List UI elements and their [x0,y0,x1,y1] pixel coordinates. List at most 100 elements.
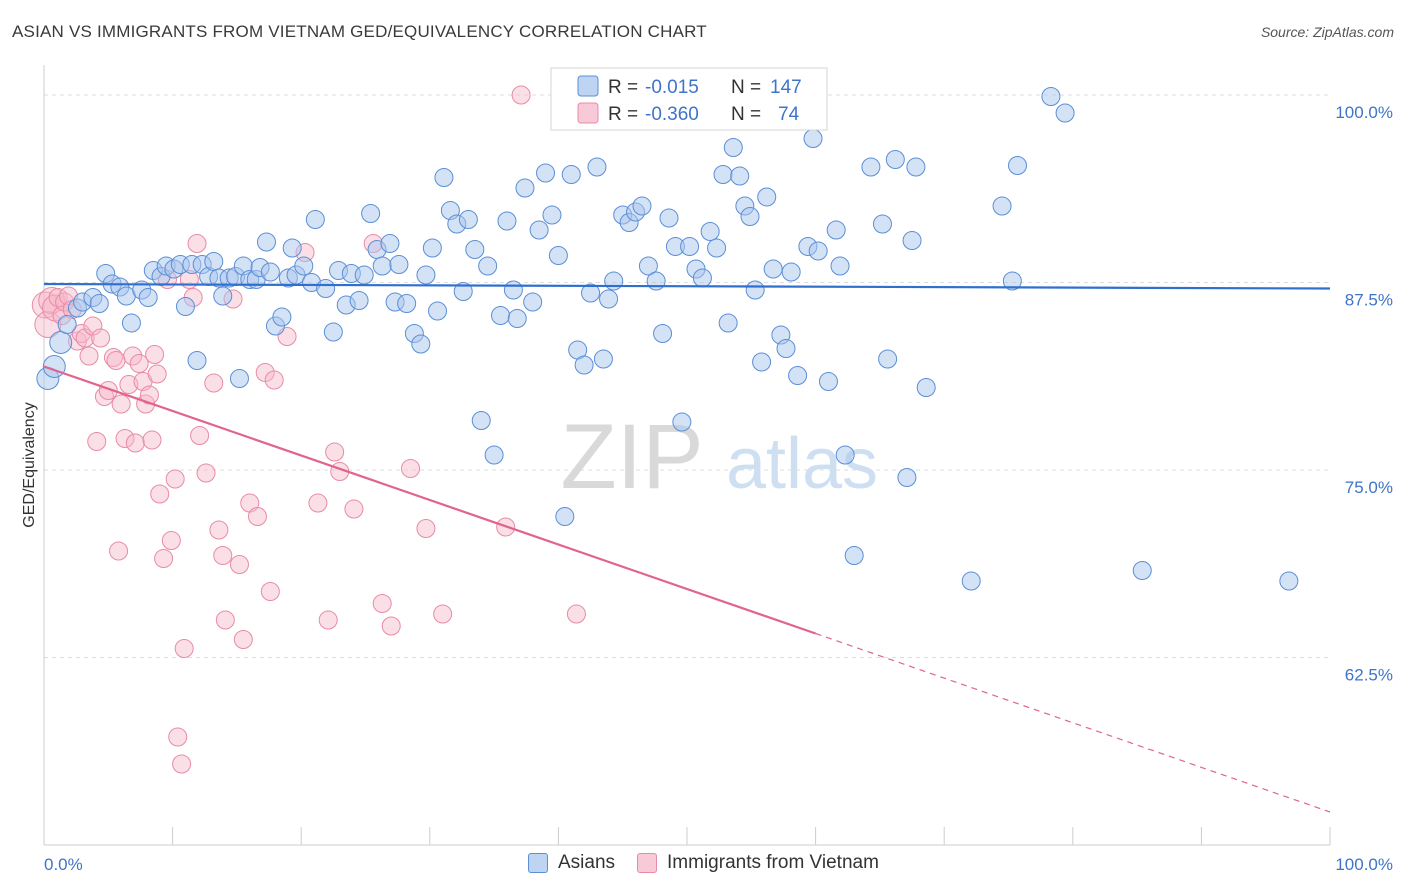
legend-n-value-2: 74 [778,104,800,125]
vietnam-point-68 [401,459,421,478]
legend-r-value-2: -0.360 [645,104,699,125]
asians-point-116 [763,259,783,279]
asians-point-74 [497,211,517,231]
vietnam-point-48 [213,546,233,565]
asians-point-20 [175,297,195,316]
asians-point-30 [229,369,249,388]
series-legend: Asians Immigrants from Vietnam [528,852,901,874]
legend-swatch-asians [577,75,599,97]
vietnam-point-19 [106,351,126,370]
asians-point-119 [781,262,801,282]
vietnam-point-20 [109,541,129,561]
asians-point-114 [752,352,772,372]
vietnam-point-61 [318,610,338,630]
y-tick-label-0: 100.0% [1335,103,1393,122]
asians-point-106 [707,238,727,258]
axes [43,65,1331,846]
asians-point-104 [692,268,712,288]
vietnam-point-32 [147,364,167,384]
asians-point-62 [422,238,442,258]
legend-label-vietnam: Immigrants from Vietnam [667,852,879,873]
vietnam-point-73 [566,604,586,624]
vietnam-point-13 [83,316,103,336]
asians-point-126 [830,256,850,276]
asians-point-89 [593,349,613,369]
asians-point-82 [548,246,568,265]
asians-point-136 [916,378,936,397]
vietnam-point-37 [165,469,185,489]
vietnam-point-36 [161,531,181,550]
asians-point-55 [380,234,400,253]
vietnam-point-40 [174,639,194,658]
watermark-atlas: atlas [726,424,878,504]
vietnam-point-17 [98,381,118,400]
asians-point-105 [700,222,720,241]
asians-point-70 [471,411,491,430]
asians-point-14 [138,288,158,307]
asians-point-80 [536,163,556,183]
vietnam-point-54 [247,507,267,526]
vietnam-point-11 [75,328,95,348]
asians-point-54 [372,256,392,276]
vietnam-point-15 [91,328,111,348]
legend-item-vietnam: Immigrants from Vietnam [637,852,879,874]
legend-r-value-1: -0.015 [645,77,699,98]
asians-point-99 [659,208,679,228]
vietnam-point-70 [433,604,453,624]
asians-point-61 [416,265,436,285]
vietnam-point-46 [204,373,224,393]
asians-point-134 [902,231,922,250]
asians-point-50 [349,291,369,310]
asians-point-7 [89,294,109,313]
trend-lines [43,282,1331,813]
asians-point-44 [305,210,325,229]
vietnam-point-34 [154,549,174,568]
asians-point-68 [458,210,478,229]
vietnam-point-45 [196,463,216,483]
vietnam-point-24 [123,346,143,366]
asians-point-2 [49,331,73,354]
asians-point-120 [788,366,808,385]
asians-point-96 [638,256,658,276]
vietnam-point-43 [187,234,207,253]
asians-point-140 [1008,156,1028,175]
asians-point-110 [730,166,750,186]
asians-point-77 [515,178,535,198]
vietnam-trend-line [43,365,816,635]
x-tick-label-max: 100.0% [1335,855,1393,874]
correlation-legend: R = -0.015 N = 147 R = -0.360 N = 74 [550,67,828,131]
asians-point-12 [121,313,141,333]
asians-point-88 [587,157,607,177]
vietnam-point-60 [308,493,328,513]
asians-point-81 [542,205,562,225]
vietnam-point-67 [381,616,401,636]
vietnam-point-49 [215,610,235,630]
asians-point-90 [599,289,619,309]
asians-point-127 [835,445,855,465]
chart-title: ASIAN VS IMMIGRANTS FROM VIETNAM GED/EQU… [12,22,707,41]
vietnam-point-56 [260,582,280,601]
asians-point-112 [740,207,760,226]
asians-point-63 [428,301,448,321]
vietnam-point-64 [344,499,364,519]
y-axis-label: GED/Equivalency [21,402,38,527]
vietnam-point-21 [111,394,131,414]
asians-point-67 [453,282,473,301]
tick-labels: 100.0% 87.5% 75.0% 62.5% 0.0% 100.0% [44,103,1393,874]
asians-point-101 [672,412,692,432]
legend-label-asians: Asians [558,852,616,873]
asians-trend-line [43,282,1331,290]
asians-point-75 [503,280,523,300]
legend-swatch-vietnam [577,102,599,124]
asians-point-27 [213,286,233,306]
vietnam-point-39 [172,754,192,774]
y-tick-label-3: 62.5% [1345,666,1393,685]
series-vietnam-points [31,85,586,774]
legend-n-label-2: N = [731,104,761,125]
vietnam-point-30 [142,430,162,450]
asians-point-124 [818,372,838,391]
vietnam-point-38 [168,727,188,747]
vietnam-point-33 [150,484,170,504]
asians-point-123 [808,241,828,261]
